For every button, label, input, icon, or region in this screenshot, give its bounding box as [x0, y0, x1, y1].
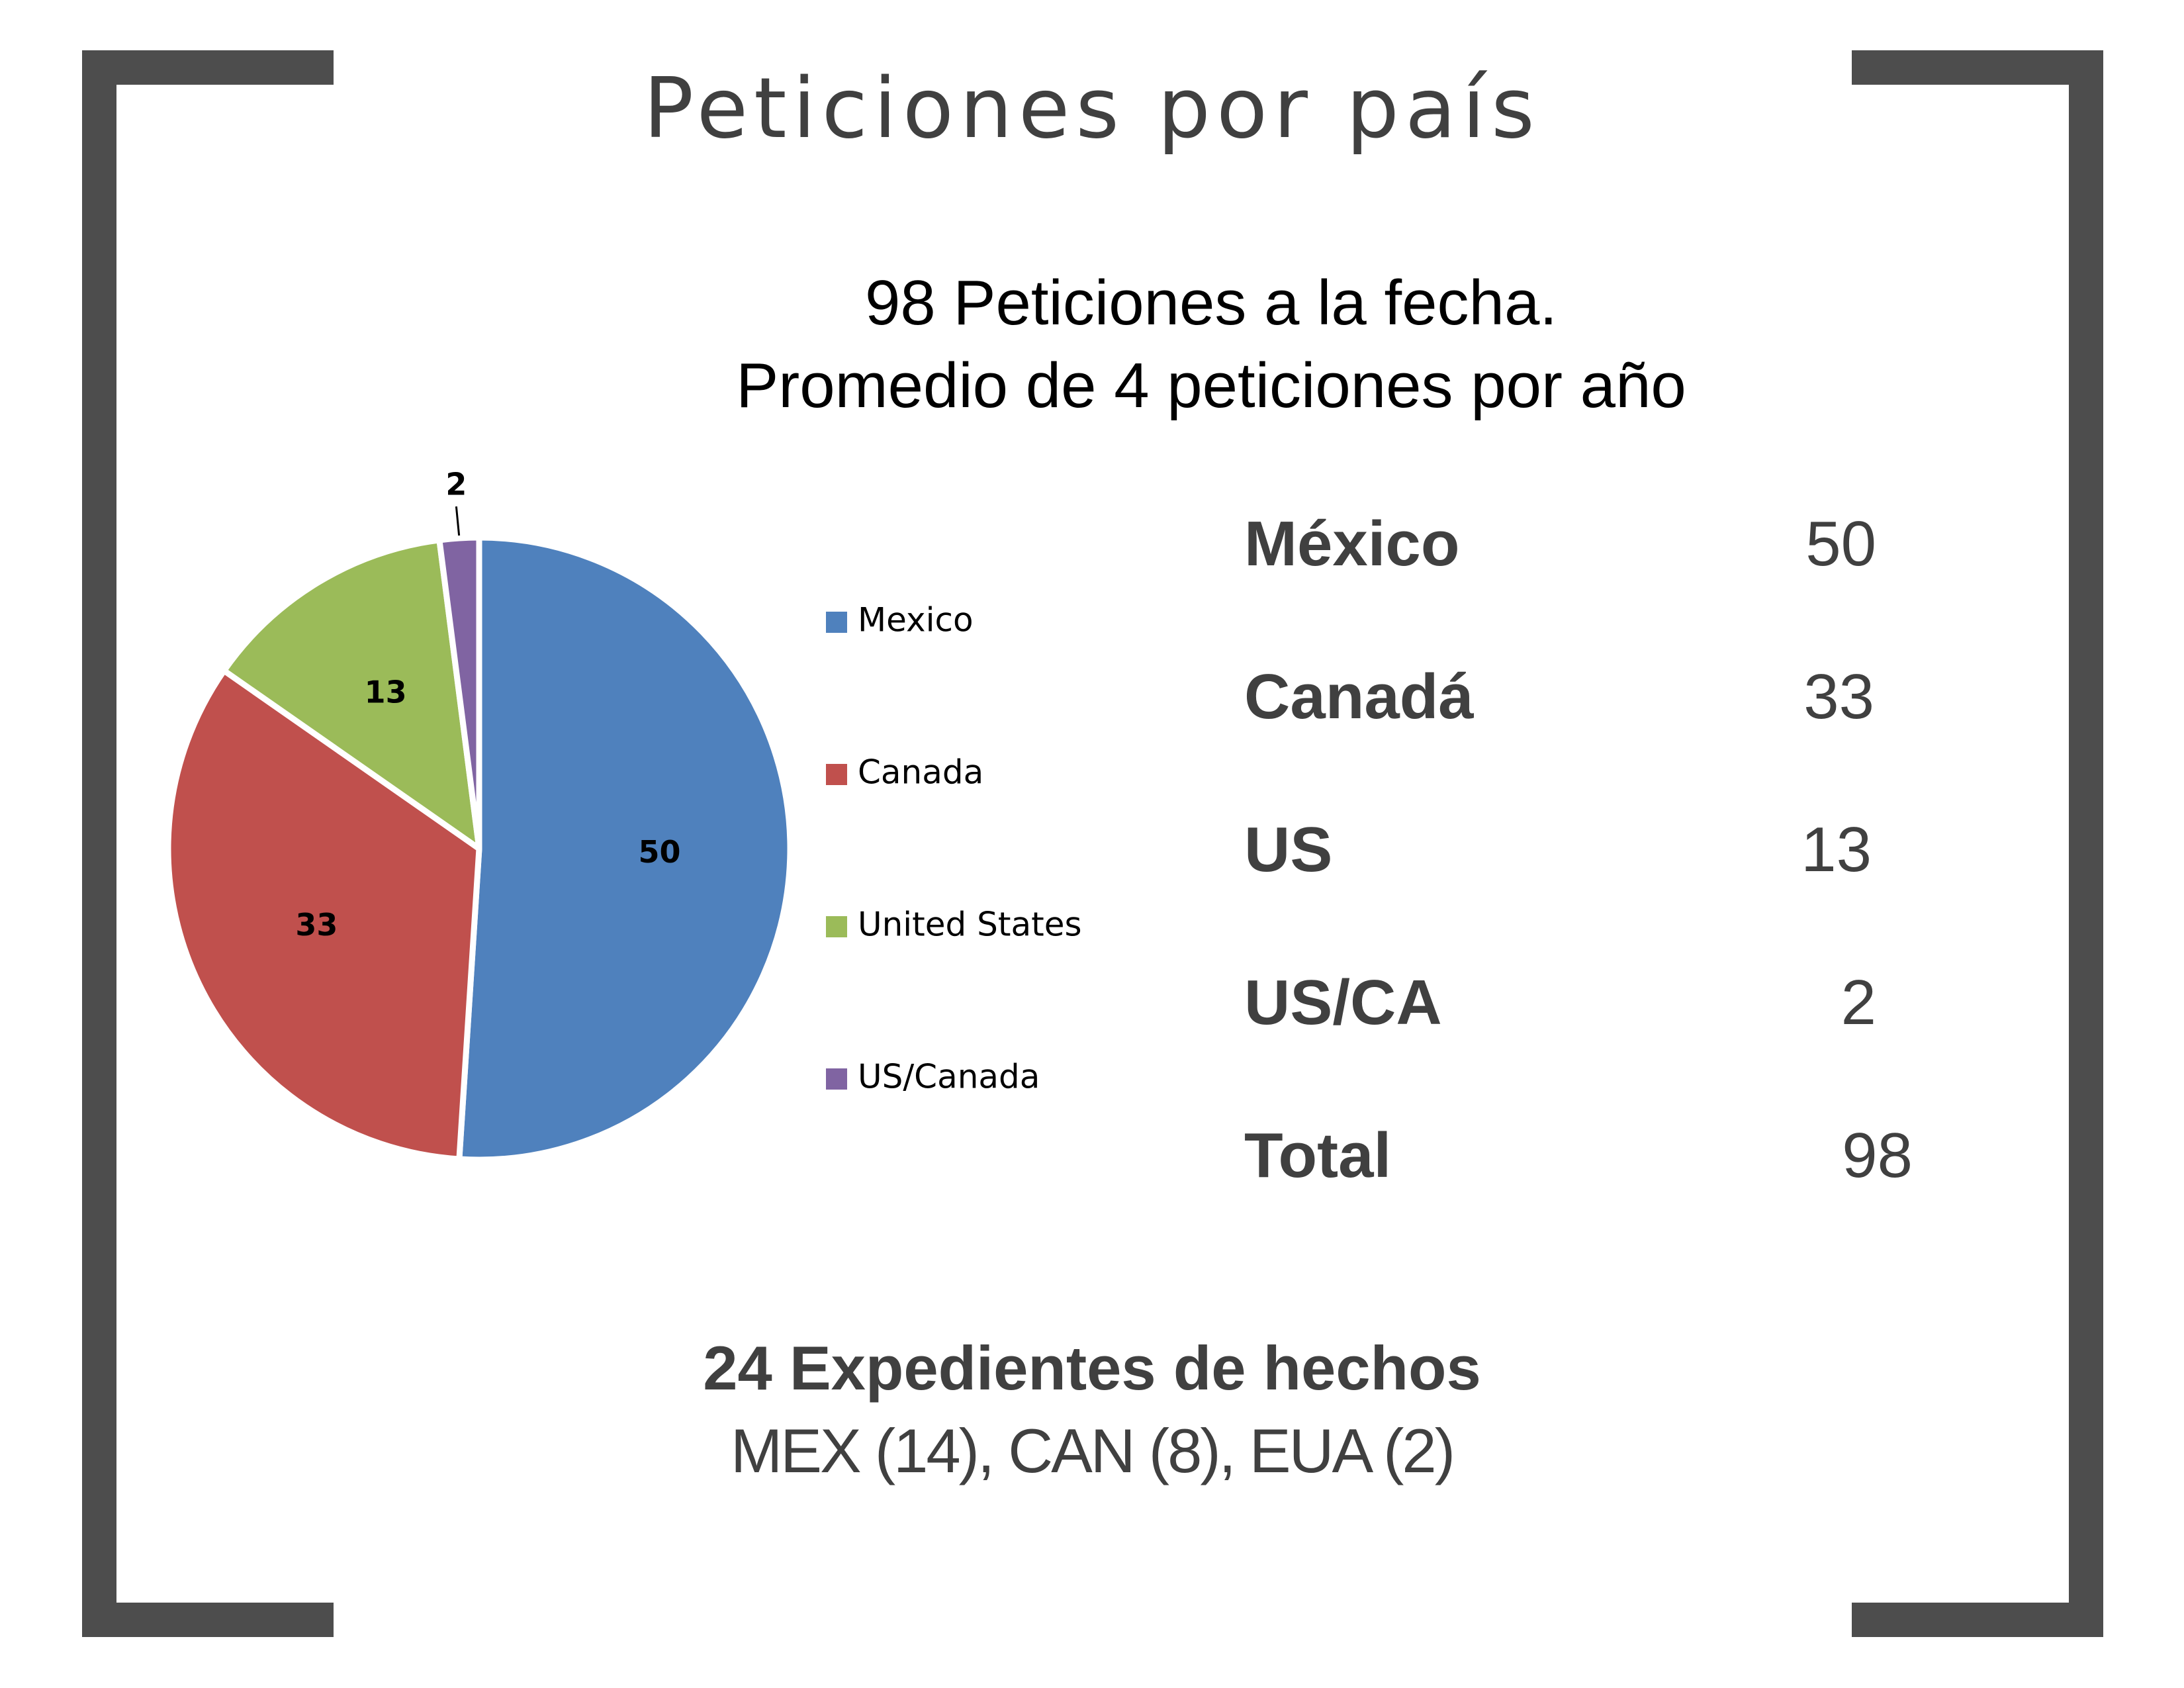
- pie-chart: 50 33 13 2 Mexico Canada United States US/Canad…: [165, 467, 1082, 1163]
- pie-data-label: 13: [365, 674, 407, 710]
- subtitle-line-1: 98 Peticiones a la fecha.: [864, 267, 1557, 338]
- table-row-value: 2: [1841, 967, 1876, 1038]
- table-row-value: 33: [1803, 661, 1874, 732]
- table-row-name: México: [1244, 508, 1460, 579]
- legend-swatch-united-states: [826, 916, 847, 937]
- legend-label-united-states: United States: [858, 906, 1082, 944]
- footer-heading: 24 Expedientes de hechos: [703, 1333, 1481, 1403]
- footer-detail: MEX (14), CAN (8), EUA (2): [731, 1416, 1455, 1485]
- legend-label-mexico: Mexico: [858, 601, 974, 639]
- left-bracket-top: [82, 50, 334, 85]
- table-row-value: 50: [1805, 508, 1876, 579]
- left-bracket-bottom: [82, 1603, 334, 1637]
- subtitle-line-2: Promedio de 4 peticiones por año: [736, 350, 1686, 421]
- pie-data-label: 33: [295, 907, 338, 943]
- pie-data-label: 50: [638, 834, 680, 870]
- pie-slice-united-states: [221, 537, 482, 852]
- legend-swatch-canada: [826, 764, 847, 785]
- table-row-name: US: [1244, 814, 1333, 885]
- legend-swatch-us-canada: [826, 1068, 847, 1090]
- table-row-name: Canadá: [1244, 661, 1474, 732]
- pie-label-leader-line: [455, 506, 461, 536]
- right-bracket-top: [1852, 50, 2103, 85]
- legend-label-us-canada: US/Canada: [858, 1058, 1040, 1096]
- left-bracket-vertical: [82, 50, 116, 1637]
- page-title: Peticiones por país: [643, 60, 1541, 157]
- pie-slice-us-canada: [436, 534, 482, 852]
- pie-slice-mexico: [456, 534, 794, 1163]
- table-row-name: Total: [1244, 1120, 1392, 1191]
- table-row-name: US/CA: [1244, 967, 1442, 1038]
- table-row-value: 13: [1801, 814, 1872, 885]
- legend-swatch-mexico: [826, 612, 847, 633]
- table-row-value: 98: [1842, 1120, 1913, 1191]
- pie-slice-canada: [165, 667, 482, 1162]
- legend-label-canada: Canada: [858, 753, 983, 792]
- right-bracket-vertical: [2069, 50, 2103, 1637]
- pie-data-label: 2: [445, 467, 467, 502]
- right-bracket-bottom: [1852, 1603, 2103, 1637]
